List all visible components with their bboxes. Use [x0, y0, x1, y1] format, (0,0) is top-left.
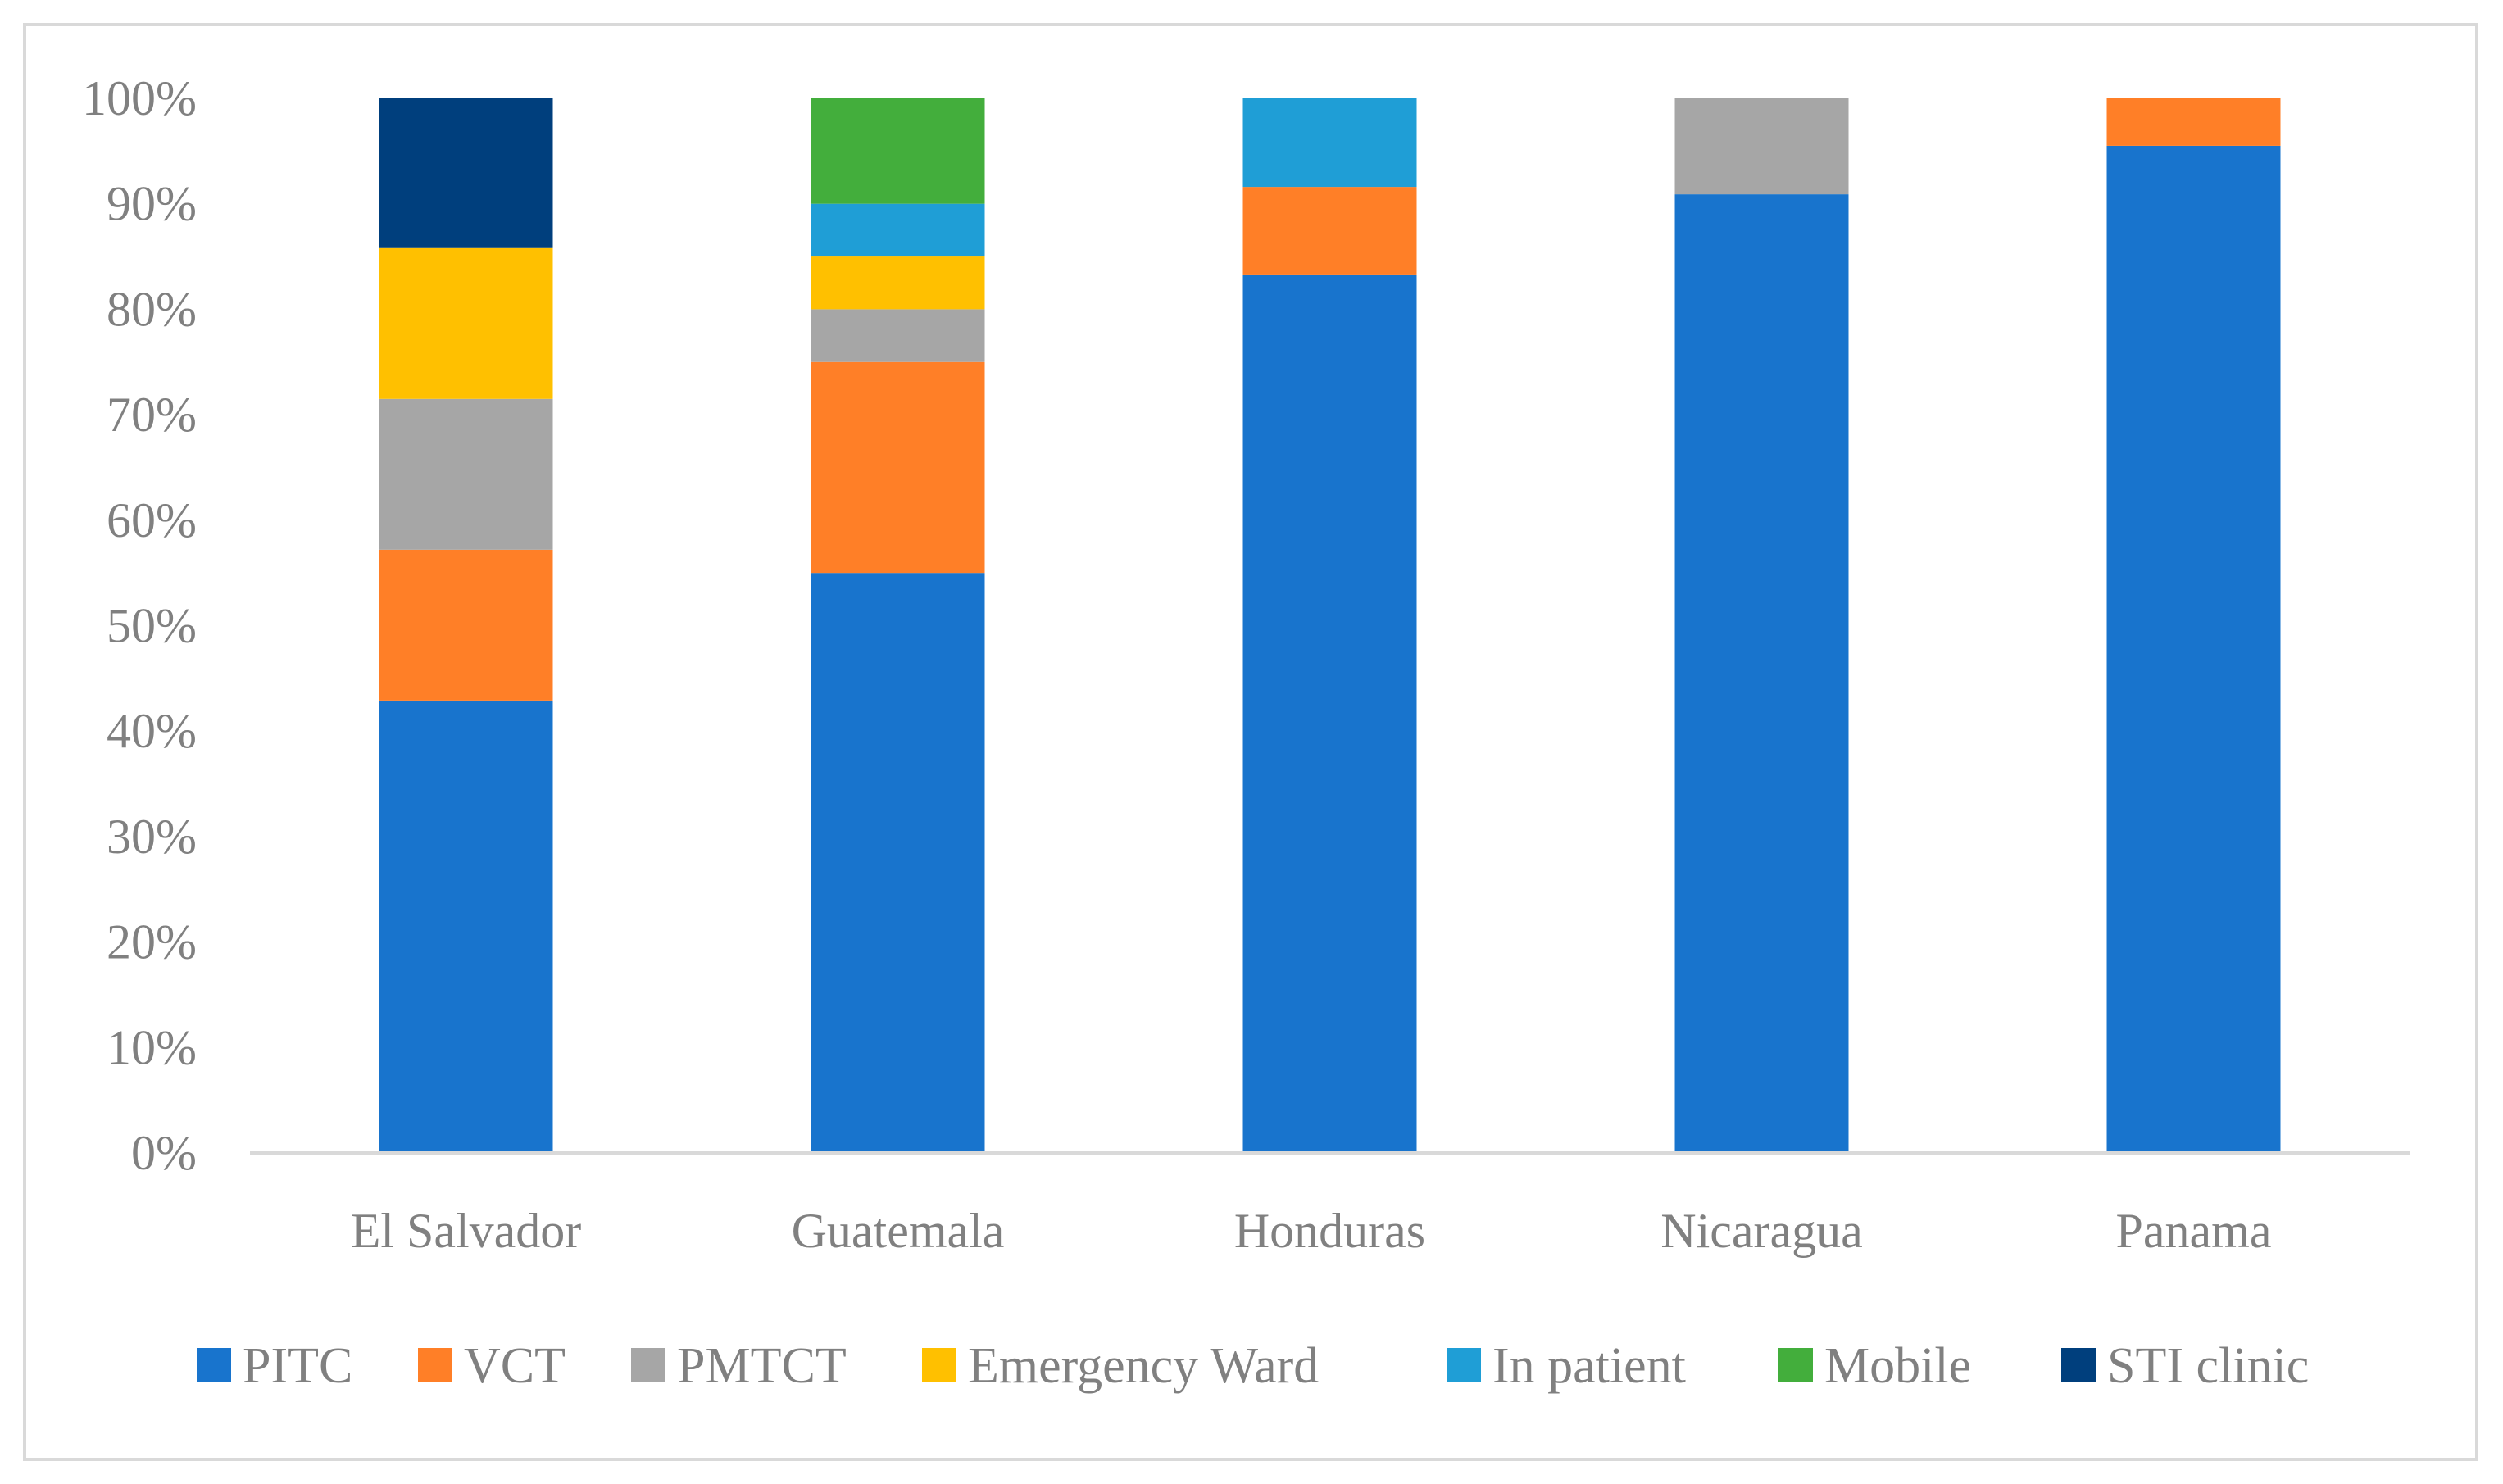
- bar-segment-sti-clinic: [379, 98, 553, 248]
- legend-swatch: [1447, 1348, 1481, 1382]
- legend: PITC VCT PMTCT Emergency Ward In patient Mobi…: [197, 1338, 2309, 1394]
- y-tick-label: 90%: [107, 177, 197, 231]
- bar-segment-vct: [2106, 98, 2281, 146]
- bar-segment-pitc: [811, 573, 985, 1153]
- y-tick-label: 0%: [131, 1126, 197, 1180]
- bar-segment-vct: [1242, 187, 1417, 275]
- legend-label: PITC: [243, 1338, 352, 1394]
- bar-segment-vct: [379, 549, 553, 701]
- y-tick-label: 40%: [107, 704, 197, 758]
- x-tick-label: Nicaragua: [1660, 1204, 1863, 1258]
- bar-segment-pitc: [379, 700, 553, 1153]
- bar-segments: [379, 98, 2281, 1154]
- bar-segment-mobile: [811, 98, 985, 204]
- bar-segment-pitc: [1242, 274, 1417, 1154]
- legend-label: Emergency Ward: [968, 1338, 1319, 1394]
- legend-swatch: [197, 1348, 231, 1382]
- y-tick-label: 10%: [107, 1020, 197, 1074]
- legend-swatch: [922, 1348, 956, 1382]
- bar-segment-emergency-ward: [811, 256, 985, 310]
- y-tick-label: 50%: [107, 599, 197, 653]
- y-tick-label: 70%: [107, 388, 197, 442]
- bar-segment-pmtct: [1674, 98, 1849, 195]
- y-tick-label: 30%: [107, 810, 197, 864]
- x-tick-label: El Salvador: [351, 1204, 582, 1258]
- legend-label: VCT: [464, 1338, 566, 1394]
- bar-segment-vct: [811, 361, 985, 574]
- x-tick-label: Panama: [2116, 1204, 2272, 1258]
- legend-swatch: [631, 1348, 665, 1382]
- legend-swatch: [1778, 1348, 1813, 1382]
- legend-swatch: [2061, 1348, 2096, 1382]
- bar-segment-pitc: [1674, 194, 1849, 1154]
- y-tick-label: 20%: [107, 915, 197, 969]
- x-axis-category-labels: El Salvador Guatemala Honduras Nicaragua Pan…: [351, 1204, 2272, 1258]
- legend-label: Mobile: [1824, 1338, 1971, 1394]
- y-tick-label: 60%: [107, 493, 197, 547]
- legend-label: STI clinic: [2107, 1338, 2309, 1394]
- bar-segment-emergency-ward: [379, 247, 553, 399]
- bar-segment-in-patient: [1242, 98, 1417, 188]
- y-tick-label: 80%: [107, 282, 197, 336]
- bar-segment-pmtct: [811, 309, 985, 362]
- y-axis-tick-labels: 0% 10% 20% 30% 40% 50% 60% 70% 80% 90% 100%: [82, 71, 197, 1180]
- legend-label: In patient: [1492, 1338, 1686, 1394]
- bar-segment-pmtct: [379, 398, 553, 550]
- bar-segment-pitc: [2106, 145, 2281, 1153]
- x-tick-label: Guatemala: [792, 1204, 1005, 1258]
- x-tick-label: Honduras: [1234, 1204, 1425, 1258]
- legend-swatch: [418, 1348, 452, 1382]
- bar-segment-in-patient: [811, 203, 985, 257]
- y-tick-label: 100%: [82, 71, 197, 125]
- legend-label: PMTCT: [677, 1338, 847, 1394]
